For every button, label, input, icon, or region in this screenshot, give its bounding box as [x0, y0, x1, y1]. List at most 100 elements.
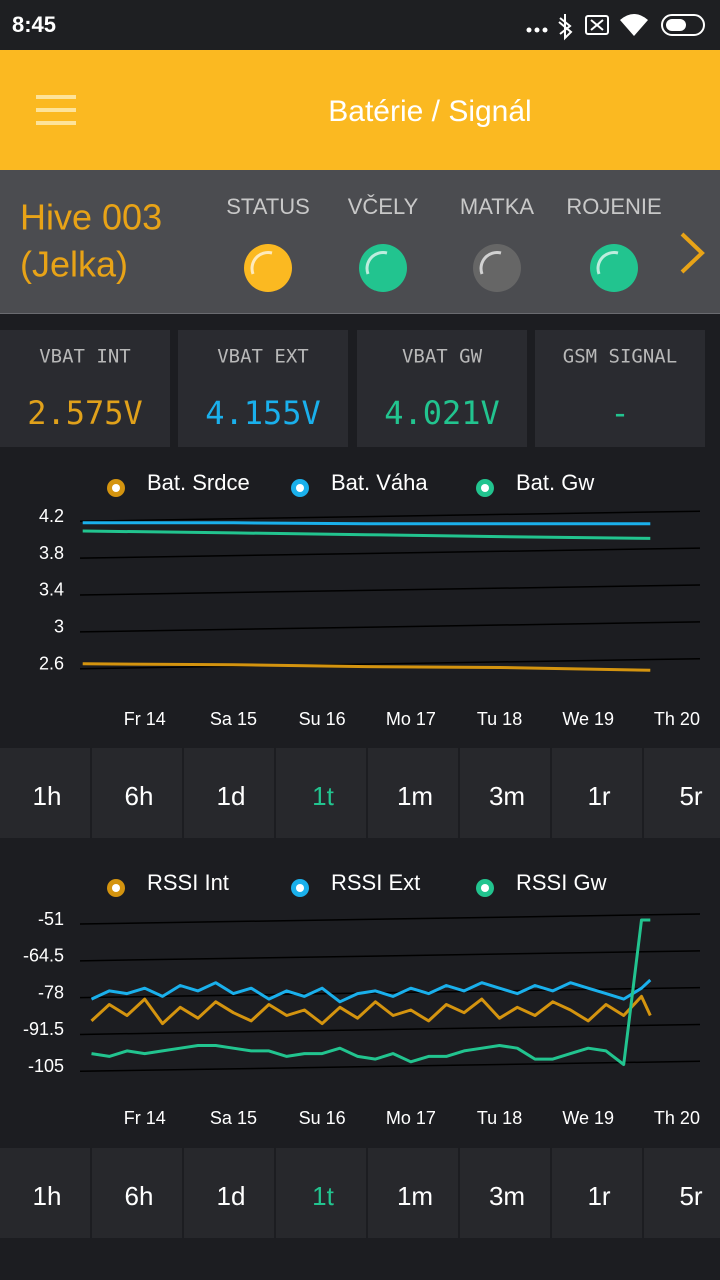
metric-label: VBAT EXT: [217, 346, 309, 368]
range-button[interactable]: [460, 1148, 550, 1238]
metric-label: VBAT INT: [39, 346, 131, 368]
next-arrow[interactable]: [680, 232, 705, 274]
indicator-shine: [479, 251, 502, 275]
x-tick-label: Tu 18: [477, 1108, 522, 1128]
range-label: 1t: [312, 781, 334, 811]
range-button[interactable]: [276, 748, 366, 838]
x-tick-label: We 19: [562, 1108, 614, 1128]
hive-header: [0, 170, 720, 313]
range-button[interactable]: [552, 748, 642, 838]
app-bar: [0, 50, 720, 170]
metric-value: 4.155V: [205, 394, 321, 432]
x-tick-label: Sa 15: [210, 709, 257, 729]
indicator-label: ROJENIE: [566, 194, 661, 219]
metric-value: -: [610, 394, 629, 432]
legend-marker-dot: [296, 484, 304, 492]
range-button[interactable]: [184, 1148, 274, 1238]
range-button[interactable]: [92, 1148, 182, 1238]
metric-value: 4.021V: [384, 394, 500, 432]
grid-line: [79, 913, 701, 925]
grid-line: [79, 1060, 701, 1073]
range-button[interactable]: [552, 1148, 642, 1238]
metric-label: GSM SIGNAL: [563, 346, 677, 368]
legend-label: RSSI Int: [147, 870, 229, 895]
indicator-label: VČELY: [348, 194, 419, 219]
range-label: 1r: [587, 1181, 610, 1211]
x-tick-label: Tu 18: [477, 709, 522, 729]
range-button[interactable]: [644, 1148, 720, 1238]
legend-label: RSSI Gw: [516, 870, 607, 895]
range-button[interactable]: [644, 748, 720, 838]
x-tick-label: Fr 14: [124, 709, 166, 729]
grid-line: [79, 547, 701, 559]
series-line: [82, 662, 651, 672]
legend-label: Bat. Váha: [331, 470, 428, 495]
range-button[interactable]: [184, 748, 274, 838]
metric-card: [178, 330, 348, 447]
legend-marker-dot: [481, 484, 489, 492]
range-button[interactable]: [460, 748, 550, 838]
range-button[interactable]: [276, 1148, 366, 1238]
series-line: [91, 918, 651, 1066]
grid-line: [79, 621, 701, 633]
legend-label: Bat. Srdce: [147, 470, 250, 495]
range-label: 1h: [33, 1181, 62, 1211]
divider: [0, 313, 720, 314]
range-label: 1h: [33, 781, 62, 811]
y-tick-label: -91.5: [23, 1019, 64, 1039]
x-tick-label: We 19: [562, 709, 614, 729]
range-label: 1m: [397, 781, 433, 811]
metric-card: [357, 330, 527, 447]
legend-marker-dot: [112, 484, 120, 492]
range-label: 6h: [125, 1181, 154, 1211]
status-icons: [526, 14, 705, 41]
y-tick-label: -105: [28, 1056, 64, 1076]
indicator-label: MATKA: [460, 194, 534, 219]
clock: 8:45: [12, 12, 56, 37]
range-button[interactable]: [0, 748, 90, 838]
range-label: 3m: [489, 781, 525, 811]
range-button[interactable]: [368, 748, 458, 838]
range-label: 6h: [125, 781, 154, 811]
range-label: 5r: [679, 1181, 702, 1211]
x-tick-label: Sa 15: [210, 1108, 257, 1128]
menu-button[interactable]: [36, 95, 76, 125]
y-tick-label: 3.4: [39, 580, 64, 600]
metric-label: VBAT GW: [402, 346, 483, 368]
y-tick-label: 4.2: [39, 506, 64, 526]
indicator-shine: [250, 251, 273, 275]
hive-name: (Jelka): [20, 244, 128, 285]
series-line: [82, 521, 651, 526]
hive-name: Hive 003: [20, 197, 162, 238]
y-tick-label: -78: [38, 982, 64, 1002]
range-button[interactable]: [368, 1148, 458, 1238]
range-button[interactable]: [92, 748, 182, 838]
indicator-shine: [365, 251, 388, 275]
range-label: 1d: [217, 781, 246, 811]
range-label: 5r: [679, 781, 702, 811]
status-bar: [0, 0, 720, 50]
series-line: [90, 978, 652, 1004]
x-tick-label: Fr 14: [124, 1108, 166, 1128]
x-tick-label: Mo 17: [386, 709, 436, 729]
grid-line: [79, 657, 701, 670]
y-tick-label: 3: [54, 617, 64, 637]
app-title: Batérie / Signál: [328, 95, 531, 128]
range-button[interactable]: [0, 1148, 90, 1238]
x-tick-label: Th 20: [654, 1108, 700, 1128]
y-tick-label: -51: [38, 909, 64, 929]
indicator-label: STATUS: [226, 194, 310, 219]
range-label: 1d: [217, 1181, 246, 1211]
y-tick-label: -64.5: [23, 946, 64, 966]
series-line: [82, 529, 651, 540]
y-tick-label: 2.6: [39, 653, 64, 673]
grid-line: [79, 1023, 701, 1036]
metric-card: [0, 330, 170, 447]
range-label: 1t: [312, 1181, 334, 1211]
grid-line: [79, 950, 701, 962]
legend-label: Bat. Gw: [516, 470, 594, 495]
y-tick-label: 3.8: [39, 543, 64, 563]
legend-label: RSSI Ext: [331, 870, 420, 895]
